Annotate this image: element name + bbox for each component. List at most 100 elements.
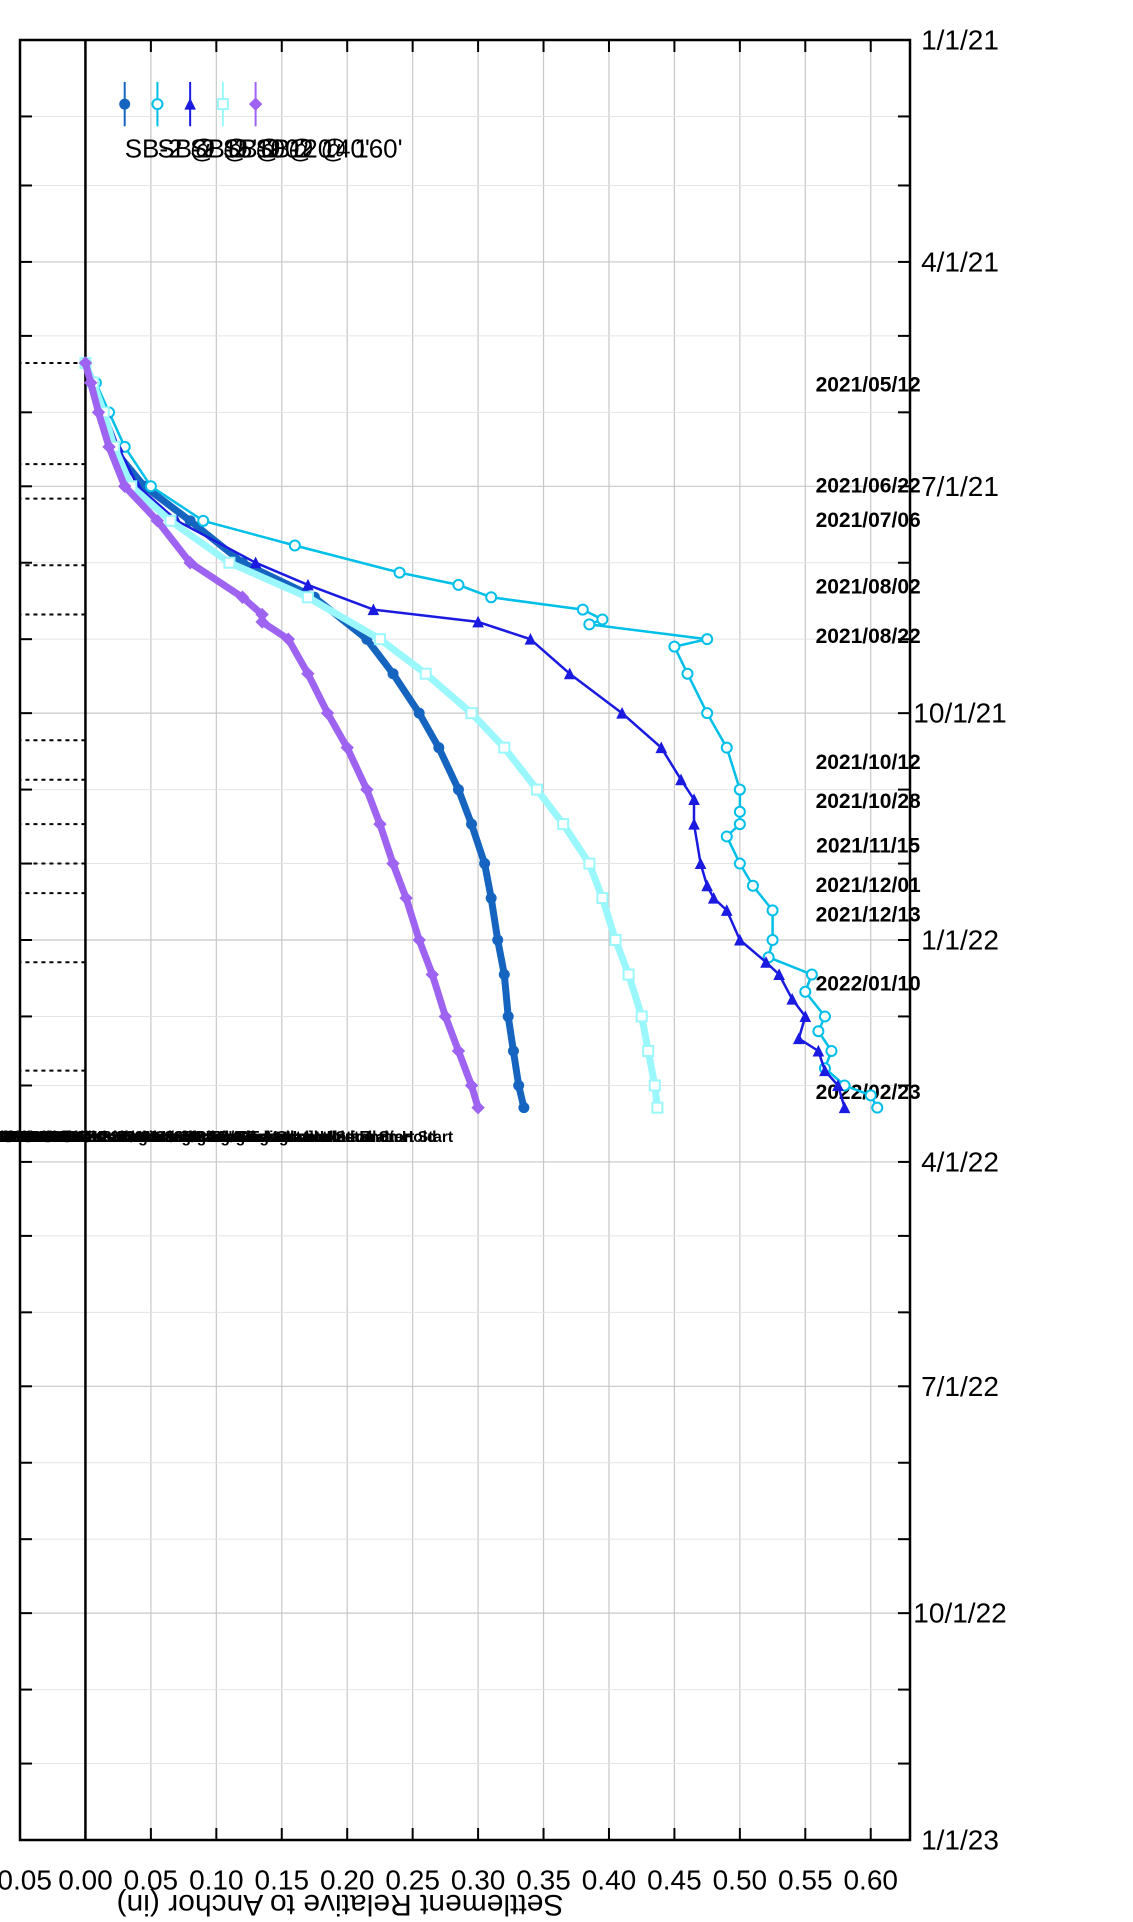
event-annotation: 2021/10/28: Mission St. 36" Casing Insta… [0, 1129, 292, 1146]
event-annotation: 2022/02/23: 24" Pile Installation Restar… [0, 1129, 84, 1146]
data-point [773, 968, 785, 981]
data-point [485, 591, 498, 604]
data-point [812, 1044, 825, 1057]
y-tick-label: 0.05 [124, 1865, 179, 1896]
series-line [82, 361, 661, 1109]
data-point [733, 783, 746, 796]
data-point [288, 539, 301, 552]
data-point [471, 1100, 485, 1115]
data-point [838, 1101, 851, 1114]
y-axis-title-group: Settlement Relative to Anchor (in) [117, 1888, 564, 1921]
data-point [596, 613, 609, 626]
data-point [249, 556, 262, 569]
data-point [871, 1101, 884, 1114]
data-point [786, 993, 799, 1005]
data-point [720, 830, 733, 843]
data-point [425, 967, 439, 982]
data-point [583, 618, 596, 631]
y-tick-label: 0.55 [778, 1865, 833, 1896]
data-point [183, 556, 197, 570]
data-point [655, 741, 668, 754]
data-point [91, 405, 106, 420]
y-tick-label: 0.50 [713, 1865, 768, 1896]
data-point [734, 933, 746, 946]
event-label: 2021/12/13 [816, 904, 921, 927]
data-point [812, 1025, 825, 1038]
data-point [498, 741, 511, 754]
data-point [301, 666, 315, 681]
y-tick-label: -0.05 [0, 1865, 52, 1896]
series-5 [78, 356, 485, 1115]
data-point [485, 892, 497, 904]
event-annotation: 2021/08/02: Mission St. 36" Casing Insta… [0, 1129, 354, 1146]
data-point [832, 1079, 844, 1091]
data-point [720, 904, 733, 916]
data-point [223, 556, 236, 569]
data-point [83, 376, 98, 390]
data-point [583, 857, 596, 870]
data-point [373, 817, 387, 831]
data-point [609, 934, 622, 946]
data-point [694, 857, 707, 870]
event-annotation: 2022/01/10: 24" Pile Installation Restar… [0, 1129, 103, 1146]
data-point [805, 968, 818, 981]
event-label: 2021/10/12 [816, 751, 921, 774]
data-point [360, 782, 374, 797]
data-point [433, 742, 445, 754]
data-point [340, 740, 354, 755]
data-point [151, 98, 164, 111]
data-point [302, 578, 314, 591]
event-annotation: 2021/11/15-19: 24" Pile Installation / V… [0, 1129, 240, 1146]
data-point [675, 773, 687, 786]
event-label: 2021/12/01 [816, 874, 921, 897]
event-label: 2022/01/10 [816, 973, 921, 996]
data-point [419, 667, 432, 680]
data-point [472, 615, 484, 628]
data-point [387, 668, 399, 680]
data-point [281, 632, 296, 646]
data-point [367, 603, 380, 616]
data-point [720, 741, 733, 754]
y-tick-label: 0.35 [516, 1865, 571, 1896]
data-point [576, 603, 589, 616]
data-point [301, 591, 314, 604]
data-point [452, 784, 464, 796]
series-line [82, 362, 482, 1109]
data-point [707, 891, 720, 904]
data-point [622, 968, 635, 981]
data-point [799, 985, 812, 998]
event-label: 2021/05/12 [816, 374, 921, 397]
data-point [563, 667, 576, 680]
data-point [746, 879, 759, 892]
data-point [688, 793, 700, 805]
data-point [164, 514, 177, 527]
x-tick-label: 1/1/22 [921, 925, 999, 956]
y-tick-label: 0.45 [647, 1865, 702, 1896]
data-point [825, 1044, 838, 1057]
data-point [733, 818, 746, 831]
y-tick-label: 0.30 [451, 1865, 506, 1896]
event-label: 2021/08/02 [816, 576, 921, 599]
x-tick-label: 7/1/21 [921, 471, 999, 502]
x-tick-label: 10/1/21 [913, 698, 1006, 729]
event-label: 2021/06/22 [816, 475, 921, 498]
event-annotation: 2021/08/22: Fremont St. 24" Casing/Rock … [0, 1129, 436, 1146]
data-point [452, 578, 465, 591]
data-point [651, 1101, 664, 1114]
data-point [150, 514, 165, 528]
x-tick-label: 4/1/21 [921, 246, 999, 277]
series-2 [79, 357, 884, 1114]
data-point [399, 891, 413, 905]
data-point [144, 480, 157, 493]
data-point [102, 440, 116, 454]
data-point [818, 1010, 831, 1023]
x-tick-label: 10/1/22 [913, 1598, 1006, 1629]
y-tick-label: 0.10 [189, 1865, 244, 1896]
plot-frame-border [18, 38, 912, 1842]
series-group [78, 356, 884, 1115]
data-point [413, 707, 425, 719]
data-point [648, 1079, 661, 1092]
data-point [557, 818, 570, 831]
plot-area: 2021/05/12 2021/06/22 2021/07/06 2021/08/02… [0, 25, 1007, 1896]
